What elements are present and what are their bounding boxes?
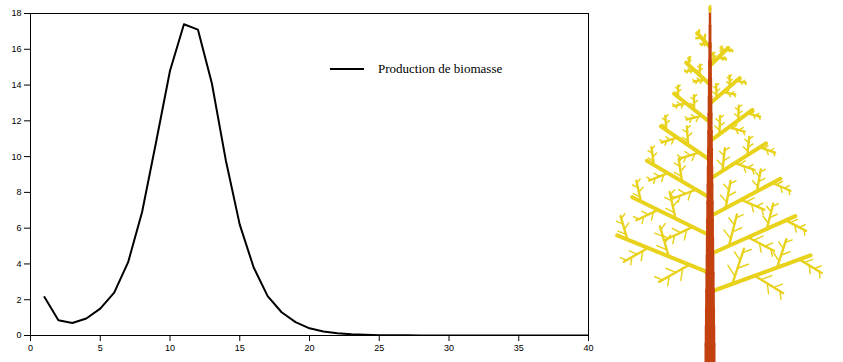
svg-text:25: 25 xyxy=(374,343,384,353)
svg-text:10: 10 xyxy=(165,343,175,353)
svg-text:18: 18 xyxy=(11,8,21,18)
svg-text:16: 16 xyxy=(11,44,21,54)
svg-text:5: 5 xyxy=(98,343,103,353)
svg-text:40: 40 xyxy=(583,343,593,353)
svg-text:8: 8 xyxy=(16,187,21,197)
svg-text:2: 2 xyxy=(16,295,21,305)
svg-text:20: 20 xyxy=(304,343,314,353)
svg-text:14: 14 xyxy=(11,80,21,90)
html-text:Production de biomasse: Production de biomasse xyxy=(378,61,503,76)
svg-text:35: 35 xyxy=(514,343,524,353)
svg-text:4: 4 xyxy=(16,259,21,269)
svg-text:30: 30 xyxy=(444,343,454,353)
svg-text:0: 0 xyxy=(28,343,33,353)
svg-text:6: 6 xyxy=(16,223,21,233)
svg-text:12: 12 xyxy=(11,116,21,126)
svg-text:0: 0 xyxy=(16,330,21,340)
svg-text:10: 10 xyxy=(11,151,21,161)
svg-text:15: 15 xyxy=(235,343,245,353)
